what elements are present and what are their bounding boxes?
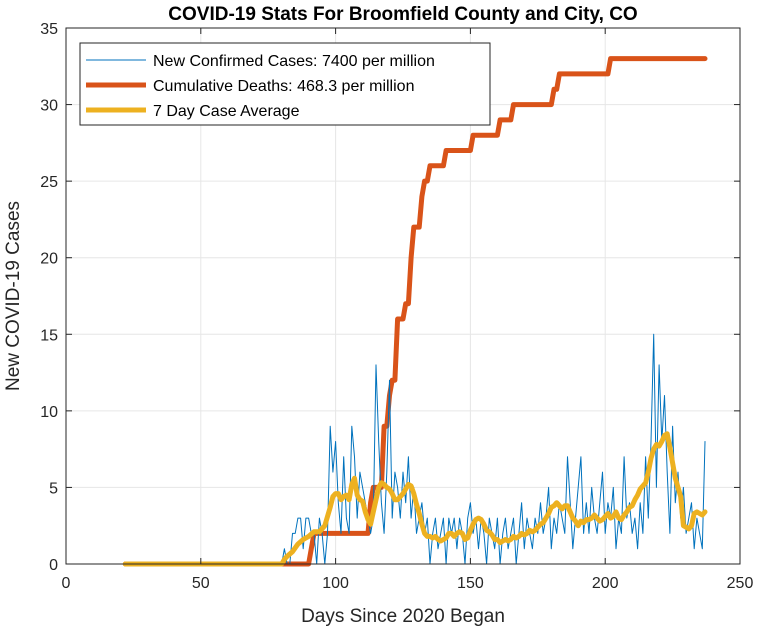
y-tick-label: 30 — [40, 98, 58, 115]
legend-label: Cumulative Deaths: 468.3 per million — [153, 78, 414, 95]
series-line-0 — [124, 333, 706, 565]
y-tick-label: 15 — [40, 327, 58, 344]
x-tick-label: 150 — [457, 575, 484, 592]
tick-labels: 0 50 100 150 200 250 0 5 10 15 20 25 30 35 — [40, 21, 753, 592]
chart-title: COVID-19 Stats For Broomfield County and… — [168, 4, 637, 25]
y-tick-label: 35 — [40, 21, 58, 38]
x-tick-label: 250 — [727, 575, 754, 592]
x-tick-label: 0 — [62, 575, 71, 592]
series-line-2 — [122, 431, 708, 567]
x-axis-label: Days Since 2020 Began — [301, 606, 505, 627]
series-line-1 — [122, 56, 708, 567]
y-tick-label: 5 — [49, 480, 58, 497]
legend: New Confirmed Cases: 7400 per million Cum… — [79, 42, 491, 126]
legend-box — [79, 42, 491, 126]
x-tick-label: 100 — [322, 575, 349, 592]
x-tick-label: 50 — [192, 575, 210, 592]
legend-label: New Confirmed Cases: 7400 per million — [153, 53, 435, 70]
y-tick-label: 25 — [40, 174, 58, 191]
x-tick-label: 200 — [592, 575, 619, 592]
axes — [65, 27, 741, 565]
axes-box — [65, 27, 741, 565]
legend-label: 7 Day Case Average — [153, 103, 300, 120]
y-tick-label: 10 — [40, 404, 58, 421]
y-tick-label: 20 — [40, 251, 58, 268]
y-tick-label: 0 — [49, 557, 58, 574]
series-lines — [122, 56, 708, 567]
y-axis-label: New COVID-19 Cases — [3, 201, 24, 391]
